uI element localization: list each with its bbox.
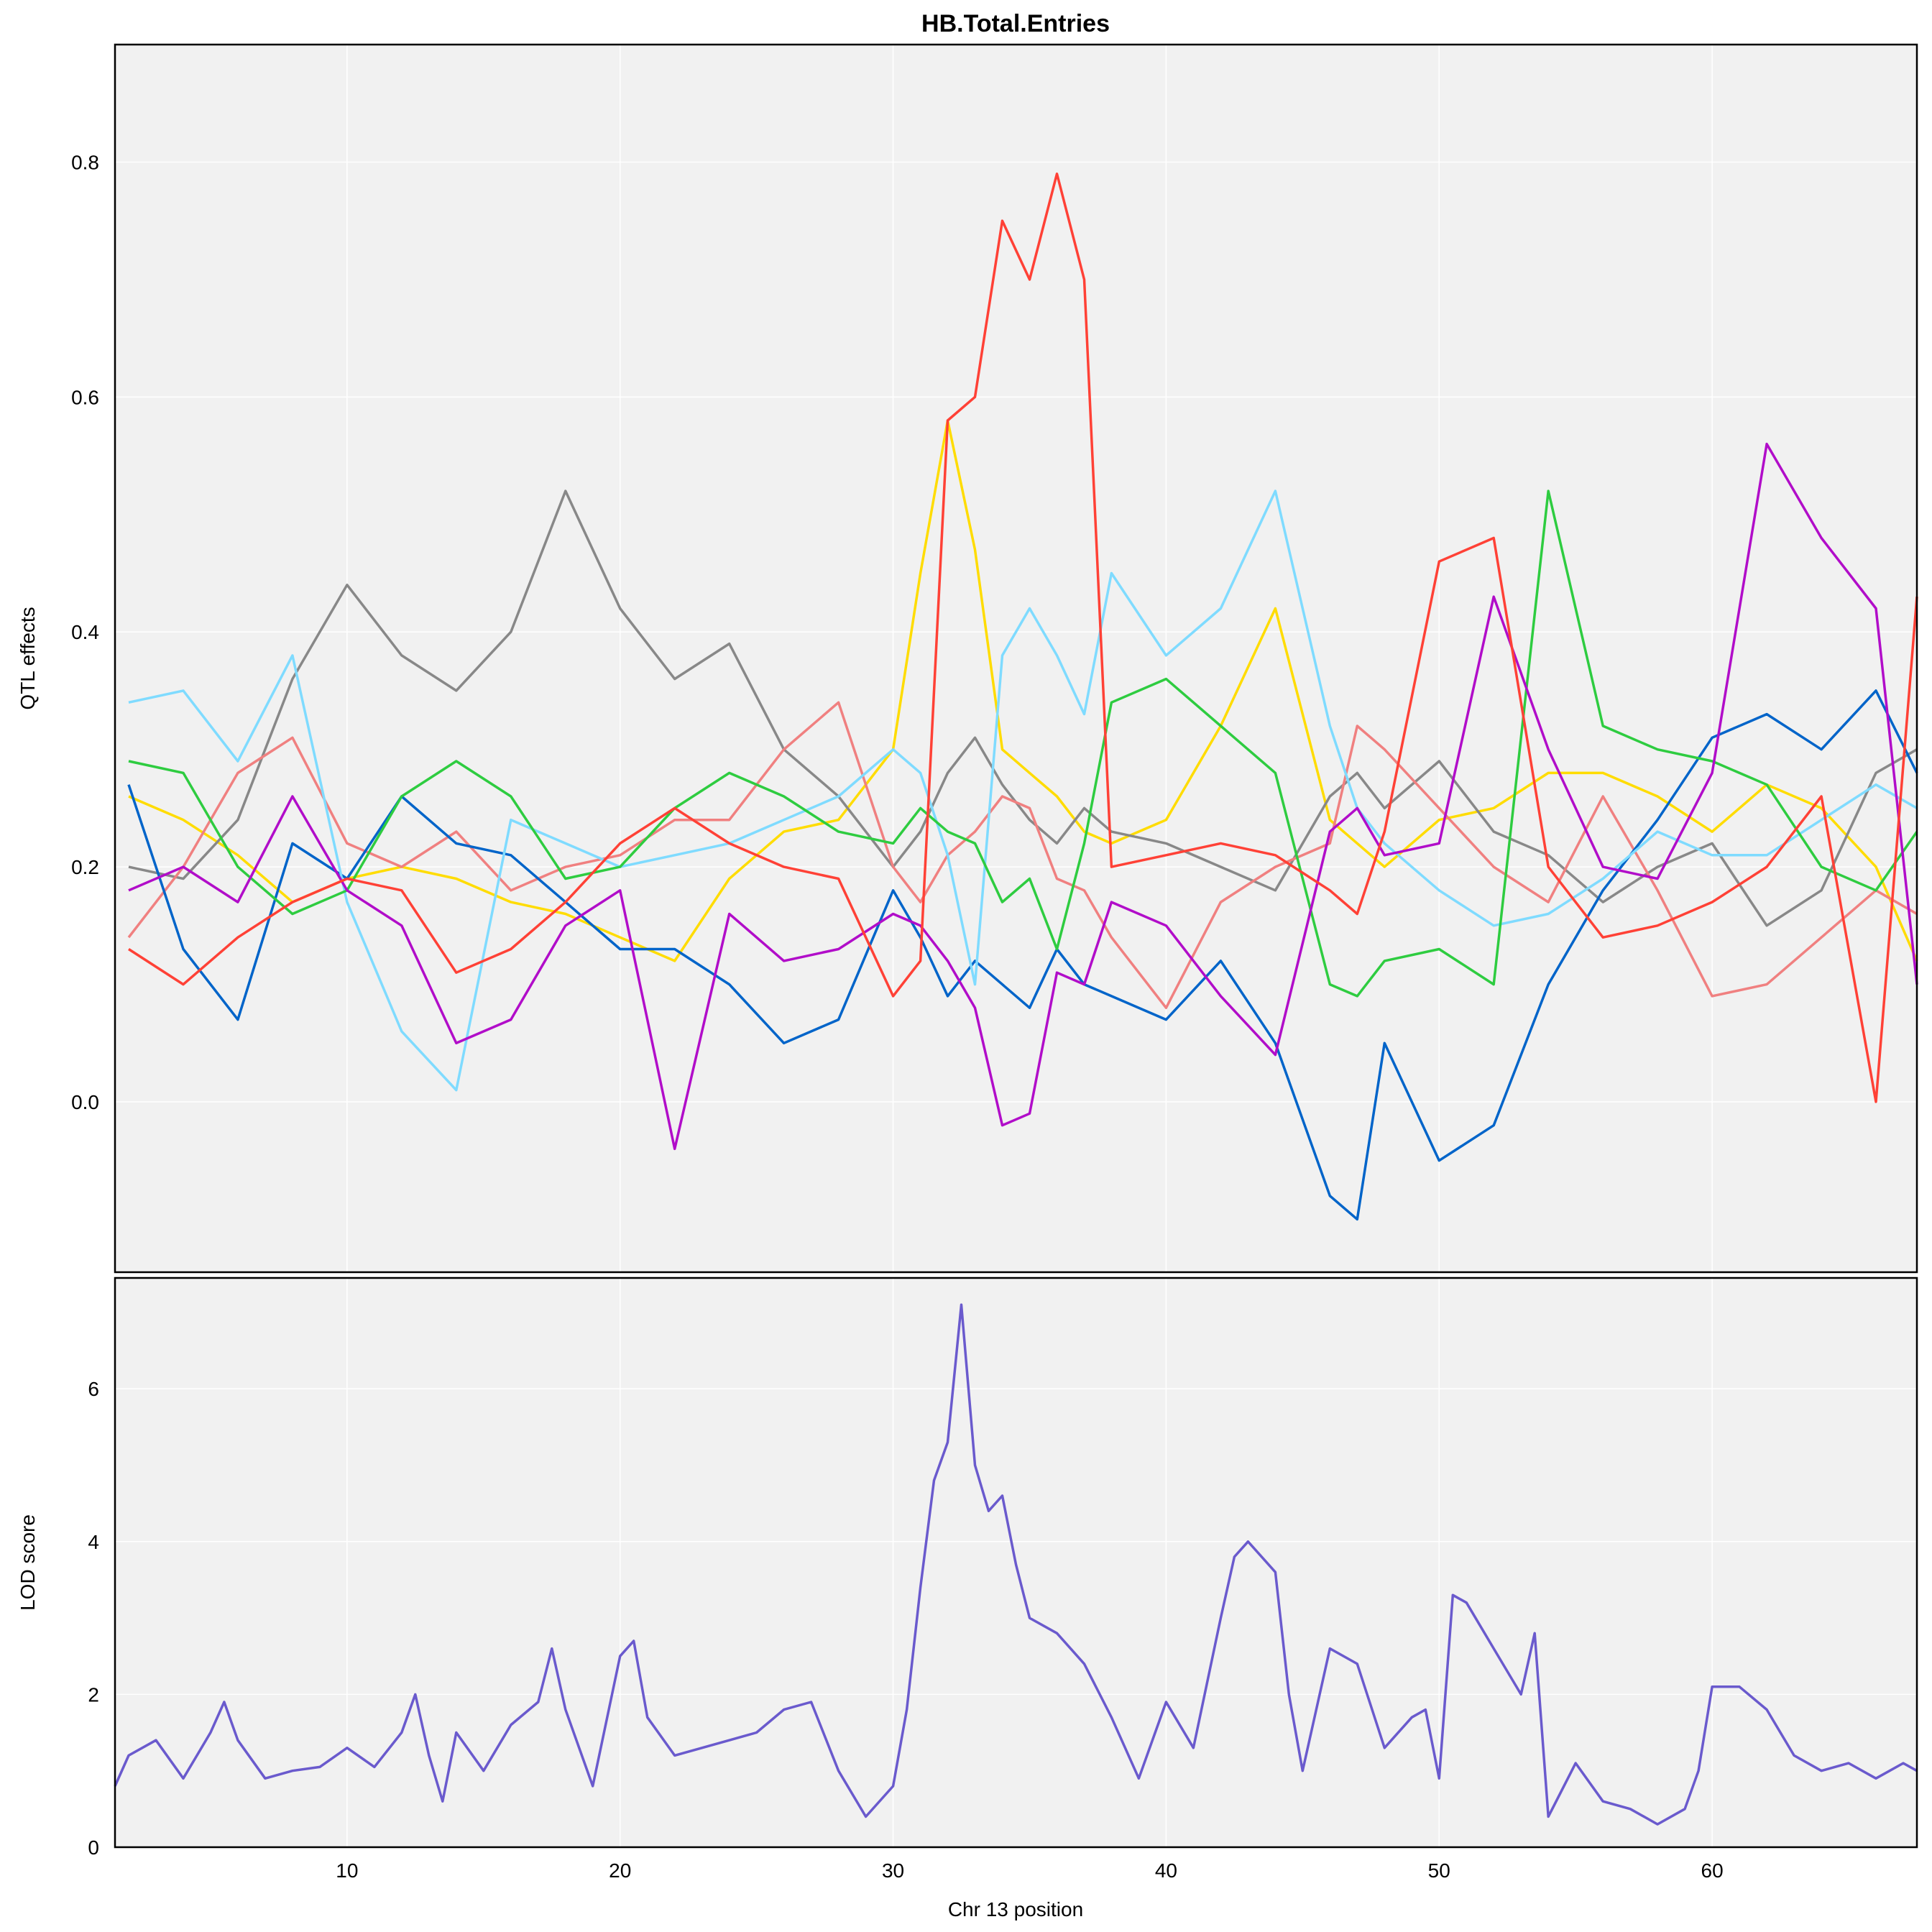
effect-series-line-7 <box>128 442 1918 1151</box>
lod-y-tick-label: 2 <box>88 1683 99 1706</box>
lod-lines <box>114 1303 1918 1826</box>
effects-y-tick-label: 0.0 <box>71 1091 99 1113</box>
effects-y-tick-label: 0.8 <box>71 151 99 173</box>
x-tick-label: 60 <box>1701 1859 1724 1882</box>
effects-panel-background <box>115 45 1917 1272</box>
lod-y-axis: 0 2 4 6 <box>88 1378 99 1859</box>
x-axis: 10 20 30 40 50 60 <box>336 1859 1723 1882</box>
effects-y-tick-label: 0.4 <box>71 621 99 643</box>
lod-y-axis-label: LOD score <box>17 1514 39 1611</box>
effect-series-line-3 <box>127 701 1918 1009</box>
x-tick-label: 10 <box>336 1859 358 1882</box>
lod-panel-border <box>114 1276 1918 1849</box>
effect-series-line-2 <box>128 489 1918 927</box>
effect-series-line-5 <box>128 489 1918 1092</box>
lod-series-line <box>114 1303 1918 1826</box>
x-tick-label: 50 <box>1428 1859 1450 1882</box>
x-axis-label: Chr 13 position <box>948 1898 1083 1920</box>
effect-series-line-6 <box>128 489 1918 998</box>
effect-series-line-1 <box>128 419 1918 962</box>
x-tick-label: 40 <box>1155 1859 1177 1882</box>
effects-y-axis: 0.0 0.2 0.4 0.6 0.8 <box>71 151 99 1113</box>
lod-y-tick-label: 6 <box>88 1378 99 1400</box>
effect-series-line-4 <box>127 689 1918 1221</box>
effect-series-line-8 <box>128 172 1918 1103</box>
chart-title: HB.Total.Entries <box>921 10 1110 37</box>
effects-y-tick-label: 0.6 <box>71 386 99 408</box>
effects-y-tick-label: 0.2 <box>71 856 99 878</box>
lod-y-tick-label: 4 <box>88 1531 99 1553</box>
x-tick-label: 20 <box>609 1859 631 1882</box>
x-tick-label: 30 <box>882 1859 904 1882</box>
effects-y-axis-label: QTL effects <box>17 607 39 709</box>
lod-y-tick-label: 0 <box>88 1836 99 1859</box>
effects-panel-border <box>114 43 1918 1274</box>
effects-lines <box>127 172 1918 1221</box>
